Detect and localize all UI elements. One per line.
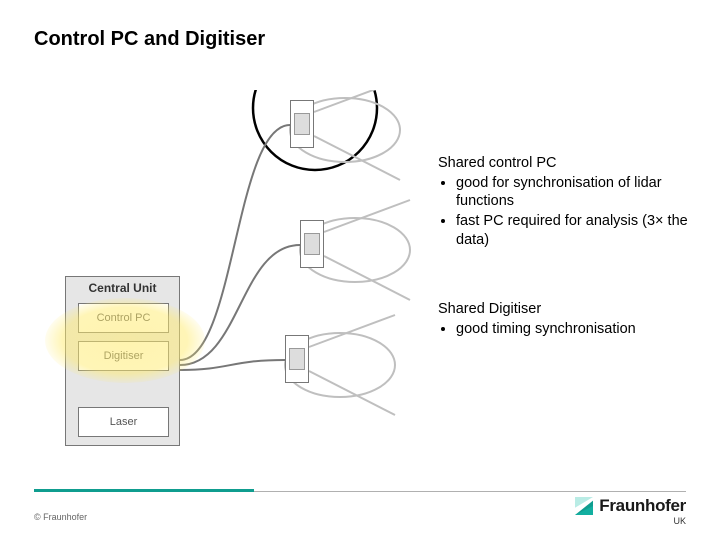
satellite-2 [300, 220, 324, 268]
fraunhofer-logo-mark [575, 497, 593, 515]
list-item: good timing synchronisation [456, 320, 688, 338]
satellite-2-inner [304, 233, 320, 255]
list-item: good for synchronisation of lidar functi… [456, 174, 688, 210]
connector-1 [180, 125, 290, 360]
satellite-3 [285, 335, 309, 383]
connector-2 [180, 245, 300, 365]
text-block-2-list: good timing synchronisation [438, 320, 688, 338]
text-block-1-list: good for synchronisation of lidar functi… [438, 174, 688, 249]
logo-text: Fraunhofer [599, 496, 686, 516]
logo-subtext: UK [575, 516, 686, 526]
satellite-1 [290, 100, 314, 148]
satellite-3-inner [289, 348, 305, 370]
box-control-pc: Control PC [78, 303, 169, 333]
text-block-1-heading: Shared control PC [438, 154, 688, 172]
central-unit-label: Central Unit [66, 281, 179, 295]
beam-3 [309, 315, 395, 415]
central-unit: Central Unit Control PC Digitiser Laser [65, 276, 180, 446]
diagram-area: Central Unit Control PC Digitiser Laser [55, 90, 425, 470]
copyright-text: © Fraunhofer [34, 512, 87, 522]
fraunhofer-logo: Fraunhofer UK [575, 496, 686, 526]
text-block-2-heading: Shared Digitiser [438, 300, 688, 318]
list-item: fast PC required for analysis (3× the da… [456, 212, 688, 248]
beam-1 [314, 90, 400, 180]
slide-title: Control PC and Digitiser [34, 28, 265, 51]
satellite-1-inner [294, 113, 310, 135]
beam-2 [324, 200, 410, 300]
text-block-2: Shared Digitiser good timing synchronisa… [438, 300, 688, 340]
footer-rule-accent [34, 489, 254, 492]
text-block-1: Shared control PC good for synchronisati… [438, 154, 688, 251]
box-laser: Laser [78, 407, 169, 437]
box-digitiser: Digitiser [78, 341, 169, 371]
slide: Control PC and Digitiser Central Unit [0, 0, 720, 540]
